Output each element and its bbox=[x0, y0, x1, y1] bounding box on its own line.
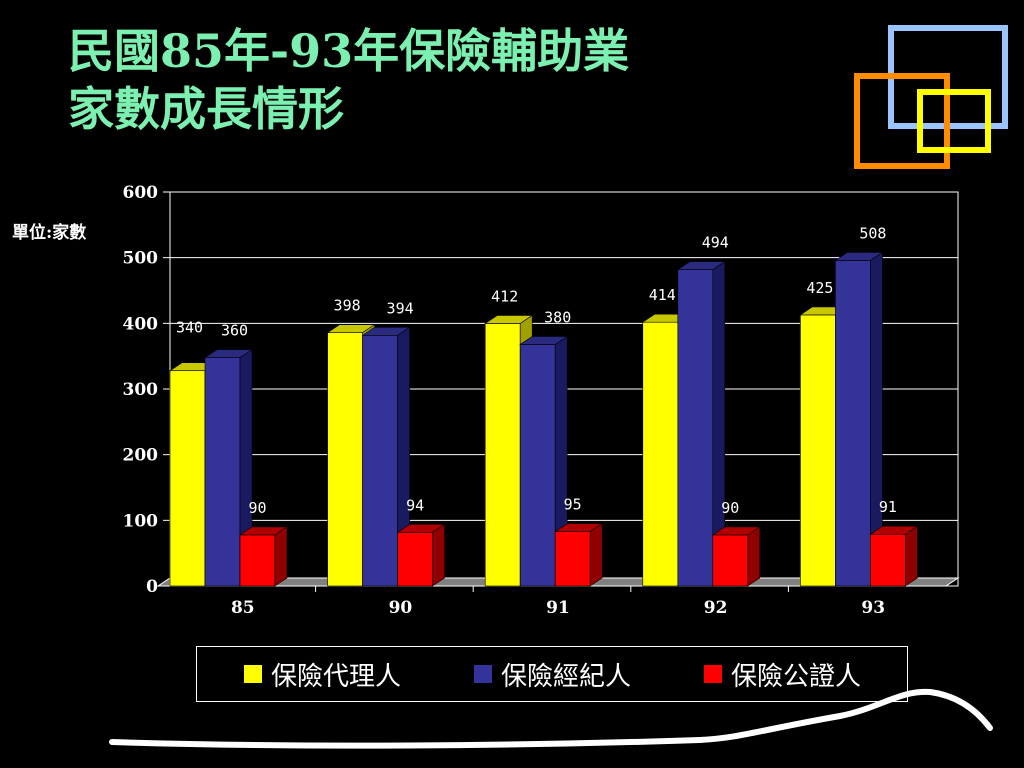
data-label: 91 bbox=[879, 498, 897, 516]
legend-swatch-adjuster bbox=[702, 664, 723, 684]
bar-4-2-front bbox=[870, 533, 906, 587]
data-label: 90 bbox=[248, 499, 266, 517]
bar-2-2-side bbox=[589, 523, 603, 587]
legend-item-agent: 保險代理人 bbox=[242, 656, 401, 693]
bar-3-1-front bbox=[677, 269, 714, 587]
slide-title: 民國85年-93年保險輔助業 家數成長情形 bbox=[68, 22, 828, 138]
bar-4-2-side bbox=[905, 525, 918, 587]
data-label: 94 bbox=[406, 496, 424, 514]
bar-0-2-front bbox=[239, 534, 276, 587]
y-tick-label: 0 bbox=[146, 577, 158, 597]
data-label: 394 bbox=[387, 299, 414, 317]
data-label: 494 bbox=[702, 234, 729, 252]
y-tick-label: 300 bbox=[123, 380, 159, 400]
bar-0-2-side bbox=[274, 526, 288, 587]
data-label: 414 bbox=[649, 286, 676, 304]
data-label: 425 bbox=[806, 279, 833, 297]
bar-1-1-front bbox=[362, 334, 398, 587]
y-tick-label: 100 bbox=[123, 511, 159, 531]
bar-1-2-side bbox=[432, 523, 445, 587]
data-label: 360 bbox=[221, 322, 248, 340]
x-tick-label: 90 bbox=[389, 598, 413, 618]
bar-1-2-front bbox=[397, 531, 433, 587]
bar-3-2-side bbox=[747, 526, 761, 587]
data-label: 380 bbox=[544, 308, 571, 326]
legend-label-agent: 保險代理人 bbox=[270, 661, 401, 692]
data-label: 340 bbox=[176, 319, 203, 337]
x-tick-label: 91 bbox=[546, 598, 570, 618]
y-tick-label: 600 bbox=[123, 183, 159, 203]
data-label: 508 bbox=[859, 224, 886, 242]
bar-2-2-front bbox=[554, 531, 591, 587]
data-label: 90 bbox=[721, 499, 739, 517]
y-tick-label: 400 bbox=[123, 314, 159, 334]
bar-4-1-front bbox=[835, 260, 871, 587]
bar-3-0-front bbox=[642, 321, 679, 587]
deco-orange-square bbox=[854, 73, 950, 169]
bar-2-0-front bbox=[484, 323, 521, 587]
legend-item-broker: 保險經紀人 bbox=[472, 656, 631, 693]
data-label: 95 bbox=[564, 496, 582, 514]
bar-0-1-front bbox=[204, 357, 241, 587]
x-tick-label: 85 bbox=[231, 598, 255, 618]
x-tick-label: 92 bbox=[704, 598, 728, 618]
legend-swatch-broker bbox=[472, 664, 493, 684]
bar-3-2-front bbox=[712, 534, 749, 587]
bar-0-0-front bbox=[169, 370, 206, 587]
legend-label-adjuster: 保險公證人 bbox=[730, 661, 861, 692]
y-tick-label: 500 bbox=[123, 249, 159, 269]
x-tick-label: 93 bbox=[861, 598, 885, 618]
bar-1-0-front bbox=[327, 332, 363, 587]
data-label: 412 bbox=[491, 287, 518, 305]
bar-2-1-front bbox=[519, 344, 556, 587]
legend-label-broker: 保險經紀人 bbox=[500, 661, 631, 692]
unit-label: 單位:家數 bbox=[12, 223, 87, 243]
data-label: 398 bbox=[334, 297, 361, 315]
deco-yellow-square bbox=[917, 89, 991, 153]
decorative-squares-icon bbox=[854, 25, 1008, 169]
bar-4-0-front bbox=[800, 314, 836, 587]
chart-legend: 保險代理人 保險經紀人 保險公證人 bbox=[196, 646, 908, 702]
title-line-2: 家數成長情形 bbox=[68, 82, 344, 136]
y-tick-label: 200 bbox=[123, 446, 159, 466]
title-line-1: 民國85年-93年保險輔助業 bbox=[68, 24, 630, 78]
legend-swatch-agent bbox=[242, 664, 263, 684]
legend-item-adjuster: 保險公證人 bbox=[702, 656, 861, 693]
